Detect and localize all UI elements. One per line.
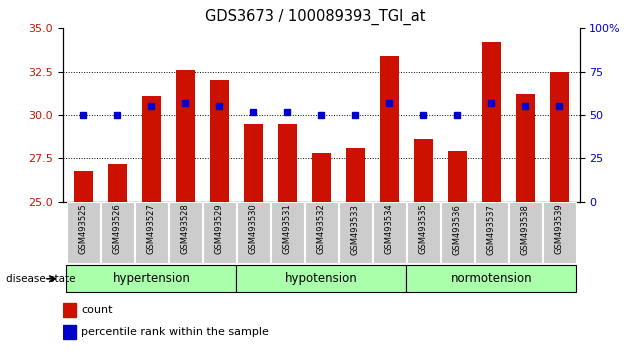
Text: GSM493536: GSM493536: [453, 204, 462, 255]
FancyBboxPatch shape: [406, 265, 576, 292]
Text: GSM493525: GSM493525: [79, 204, 88, 254]
Bar: [346, 148, 365, 202]
FancyBboxPatch shape: [66, 265, 236, 292]
Text: hypertension: hypertension: [112, 272, 190, 285]
Bar: [312, 153, 331, 202]
Text: GSM493532: GSM493532: [317, 204, 326, 255]
FancyBboxPatch shape: [169, 202, 202, 263]
FancyBboxPatch shape: [101, 202, 134, 263]
Bar: [176, 70, 195, 202]
Bar: [210, 80, 229, 202]
FancyBboxPatch shape: [543, 202, 576, 263]
FancyBboxPatch shape: [509, 202, 542, 263]
Text: GSM493528: GSM493528: [181, 204, 190, 255]
FancyBboxPatch shape: [339, 202, 372, 263]
Bar: [550, 72, 568, 202]
FancyBboxPatch shape: [373, 202, 406, 263]
Bar: [278, 124, 297, 202]
Bar: [63, 303, 76, 317]
Text: GSM493538: GSM493538: [521, 204, 530, 255]
Bar: [482, 42, 501, 202]
Bar: [63, 325, 76, 339]
Bar: [516, 94, 535, 202]
FancyBboxPatch shape: [441, 202, 474, 263]
Text: GSM493531: GSM493531: [283, 204, 292, 255]
Text: GSM493529: GSM493529: [215, 204, 224, 254]
FancyBboxPatch shape: [271, 202, 304, 263]
Text: GSM493539: GSM493539: [554, 204, 564, 255]
FancyBboxPatch shape: [407, 202, 440, 263]
FancyBboxPatch shape: [135, 202, 168, 263]
FancyBboxPatch shape: [237, 202, 270, 263]
Bar: [448, 152, 467, 202]
Text: disease state: disease state: [6, 274, 76, 284]
Text: GSM493537: GSM493537: [487, 204, 496, 255]
FancyBboxPatch shape: [203, 202, 236, 263]
Text: GSM493534: GSM493534: [385, 204, 394, 255]
Bar: [380, 56, 399, 202]
Text: GSM493530: GSM493530: [249, 204, 258, 255]
Bar: [74, 171, 93, 202]
Bar: [244, 124, 263, 202]
FancyBboxPatch shape: [475, 202, 508, 263]
Text: normotension: normotension: [450, 272, 532, 285]
Text: GSM493535: GSM493535: [419, 204, 428, 255]
Text: hypotension: hypotension: [285, 272, 358, 285]
Text: GSM493533: GSM493533: [351, 204, 360, 255]
Text: percentile rank within the sample: percentile rank within the sample: [81, 327, 269, 337]
FancyBboxPatch shape: [305, 202, 338, 263]
Text: count: count: [81, 305, 113, 315]
Text: GSM493527: GSM493527: [147, 204, 156, 255]
FancyBboxPatch shape: [67, 202, 100, 263]
Bar: [108, 164, 127, 202]
FancyBboxPatch shape: [236, 265, 406, 292]
Bar: [414, 139, 433, 202]
Text: GDS3673 / 100089393_TGI_at: GDS3673 / 100089393_TGI_at: [205, 9, 425, 25]
Bar: [142, 96, 161, 202]
Text: GSM493526: GSM493526: [113, 204, 122, 255]
